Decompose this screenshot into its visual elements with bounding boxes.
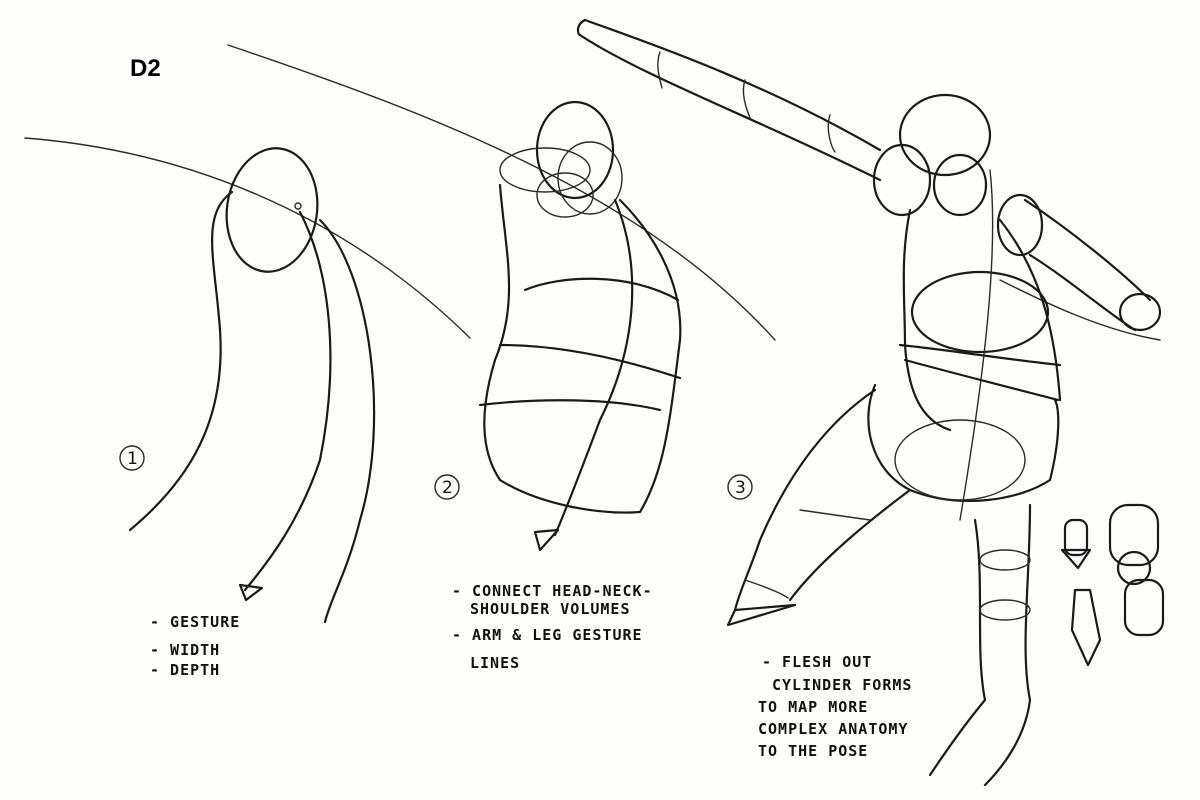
hip-ring (894, 419, 1026, 501)
demo-cylinder (1063, 518, 1089, 557)
step-1-notes: - GESTURE - WIDTH - DEPTH (150, 613, 240, 679)
step-2-volume-drawing (227, 44, 776, 552)
arm-gesture-line (227, 44, 776, 341)
step-3-circle (727, 474, 753, 500)
step-2-note: SHOULDER VOLUMES (470, 600, 631, 618)
step-3-note: TO THE POSE (758, 742, 868, 760)
shoulder-sphere (872, 143, 932, 217)
hip-contour (478, 399, 662, 412)
waist-contour (898, 343, 1062, 367)
leg-right-edge (1024, 503, 1032, 702)
shin-edge (983, 698, 1032, 787)
leg-left-edge (733, 388, 877, 612)
demo-cylinder-cap (1116, 550, 1152, 586)
step-1-circle (119, 445, 145, 471)
head-oval (898, 93, 992, 177)
arrow-head (533, 528, 560, 552)
demo-cylinder (1123, 578, 1165, 637)
step-1-marker: 1 (119, 445, 145, 471)
arm-upper-edge (583, 18, 882, 152)
step-1-note: - WIDTH (150, 641, 220, 659)
demo-cone (1060, 548, 1092, 570)
hand-end (576, 18, 587, 37)
step-3-notes: - FLESH OUT CYLINDER FORMS TO MAP MORE C… (758, 653, 912, 760)
forearm-line (999, 279, 1161, 341)
arm-ring (657, 51, 663, 89)
back-gesture-line (128, 190, 234, 532)
depth-gesture-line (318, 218, 376, 624)
shoulder-sphere (996, 193, 1044, 257)
shin-edge (928, 698, 987, 777)
step-2-note: - ARM & LEG GESTURE (452, 626, 643, 644)
jaw-ring (536, 172, 594, 218)
torso-right-edge (998, 218, 1062, 402)
step-1-note: - GESTURE (150, 613, 240, 631)
step-2-note: LINES (470, 654, 520, 672)
arm-ring (742, 79, 751, 119)
step-3-number: 3 (735, 478, 746, 498)
leg-left-edge (973, 518, 987, 702)
leg-gesture-line (553, 198, 634, 537)
waist-contour (498, 343, 682, 380)
step-2-notes: - CONNECT HEAD-NECK- SHOULDER VOLUMES - … (452, 582, 653, 672)
demo-cylinder (1108, 503, 1160, 567)
step-2-circle (434, 474, 460, 500)
front-gesture-line (243, 210, 332, 592)
arm-lower-edge (578, 33, 882, 182)
shoulder-ring (499, 147, 591, 193)
arrow-head (238, 583, 264, 602)
elbow-sphere (1118, 292, 1162, 332)
step-2-note: - CONNECT HEAD-NECK- (452, 582, 653, 600)
knee-line (799, 509, 871, 521)
step-3-cylinder-drawing (576, 18, 1165, 787)
torso-left-edge (902, 208, 952, 432)
arm-ring (827, 114, 836, 153)
step-2-number: 2 (442, 478, 453, 498)
leg-right-edge (788, 488, 912, 602)
leg-ring (979, 599, 1031, 621)
leg-ring (979, 549, 1031, 571)
head-oval (535, 100, 615, 200)
shoulder-line (24, 137, 471, 339)
step-3-note: - FLESH OUT (762, 653, 872, 671)
step-2-marker: 2 (434, 474, 460, 500)
step-3-note: COMPLEX ANATOMY (758, 720, 908, 738)
step-1-note: - DEPTH (150, 661, 220, 679)
arm-upper-edge (1023, 198, 1152, 302)
sheet-id-label: D2 (130, 55, 161, 82)
leg-ring (744, 579, 789, 599)
waist-contour (903, 358, 1060, 402)
demo-cone (1070, 588, 1102, 667)
ribcage-ring (910, 270, 1050, 354)
pelvis-block (867, 383, 1060, 503)
step-1-gesture-drawing (24, 137, 471, 624)
torso-box (483, 183, 682, 514)
neck-cylinder (932, 153, 988, 217)
step-3-note: TO MAP MORE (758, 698, 868, 716)
foot-wedge (726, 603, 797, 627)
neck-point (294, 202, 302, 210)
arm-lower-edge (1028, 253, 1137, 332)
step-1-number: 1 (127, 449, 138, 469)
center-line (959, 169, 994, 521)
step-3-note: CYLINDER FORMS (772, 676, 912, 694)
neck-ring (557, 141, 623, 215)
head-oval (225, 147, 319, 273)
step-3-marker: 3 (727, 474, 753, 500)
chest-contour (523, 277, 680, 302)
